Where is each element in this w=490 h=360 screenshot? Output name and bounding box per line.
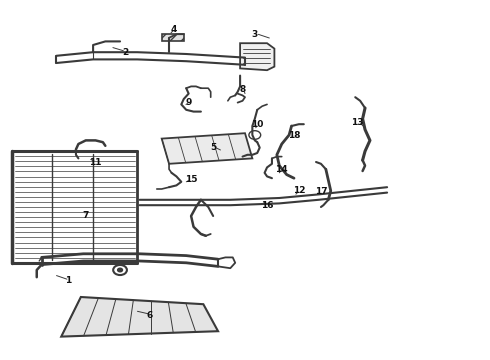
Circle shape [118, 268, 122, 272]
Polygon shape [162, 34, 184, 41]
Text: 3: 3 [252, 30, 258, 39]
Text: 11: 11 [89, 158, 102, 167]
Text: 17: 17 [315, 187, 327, 196]
Text: 1: 1 [66, 276, 72, 285]
Text: 15: 15 [185, 175, 197, 184]
Text: 9: 9 [185, 98, 192, 107]
Text: 18: 18 [288, 130, 300, 139]
Polygon shape [240, 43, 274, 70]
Polygon shape [162, 133, 252, 164]
Text: 5: 5 [210, 143, 216, 152]
Text: 2: 2 [122, 48, 128, 57]
Text: 8: 8 [240, 85, 245, 94]
Text: 6: 6 [147, 310, 152, 320]
Text: 10: 10 [251, 120, 264, 129]
Text: 4: 4 [171, 25, 177, 34]
Text: 16: 16 [261, 201, 273, 210]
Text: 12: 12 [293, 186, 305, 195]
Text: 13: 13 [351, 118, 364, 127]
Polygon shape [61, 297, 218, 337]
Text: 7: 7 [82, 211, 89, 220]
Text: 14: 14 [275, 165, 288, 174]
